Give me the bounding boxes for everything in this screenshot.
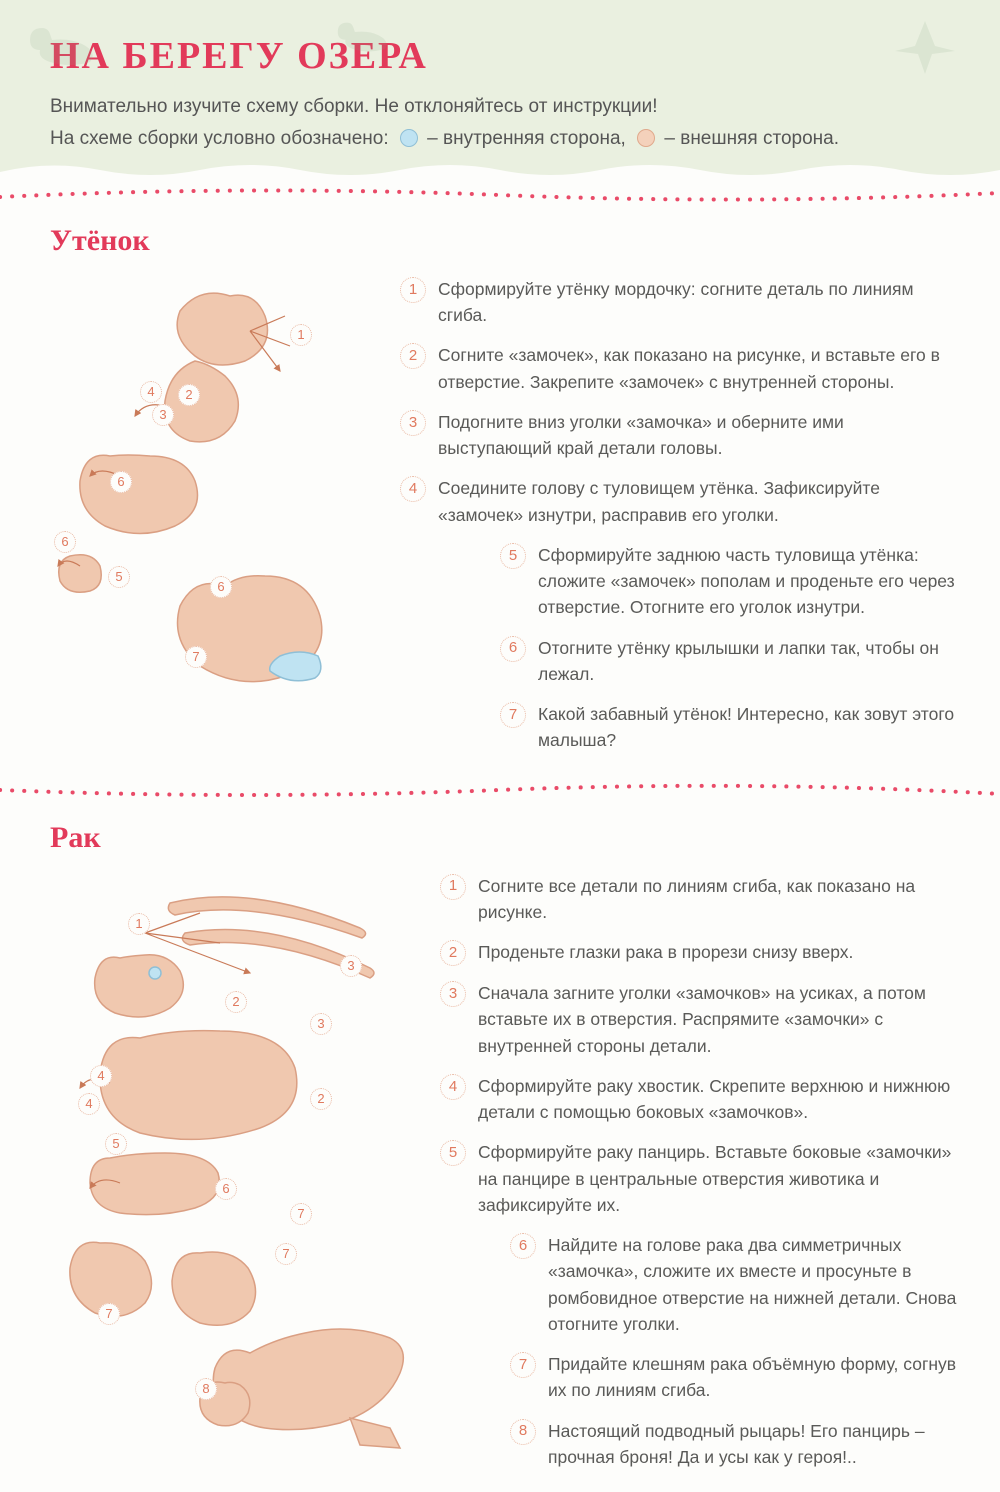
step-text: Проденьте глазки рака в прорези снизу вв… xyxy=(478,939,960,965)
step-num: 1 xyxy=(440,874,466,900)
step-num: 8 xyxy=(510,1419,536,1445)
legend-inner-label: – внутренняя сторона, xyxy=(427,128,626,149)
step-num: 3 xyxy=(440,981,466,1007)
step-text: Сформируйте утёнку мордочку: согните дет… xyxy=(438,276,960,329)
step-text: Согните «замочек», как показано на рисун… xyxy=(438,342,960,395)
step: 3 Подогните вниз уголки «замочка» и оберн… xyxy=(400,409,960,462)
step: 5 Сформируйте раку панцирь. Вставьте боко… xyxy=(440,1139,960,1218)
legend-line: На схеме сборки условно обозначено: – вн… xyxy=(50,124,950,154)
step: 1 Сформируйте утёнку мордочку: согните де… xyxy=(400,276,960,329)
callout-2a: 2 xyxy=(225,991,247,1013)
step-text: Найдите на голове рака два симметричных … xyxy=(548,1232,960,1337)
decor-silhouette xyxy=(20,10,110,70)
callout-7: 7 xyxy=(185,646,207,668)
illustration-crayfish: 1 2 2 3 3 4 4 5 6 7 7 7 8 xyxy=(50,873,430,1473)
callout-3a: 3 xyxy=(340,955,362,977)
callout-3b: 3 xyxy=(310,1013,332,1035)
decor-silhouette xyxy=(890,16,960,76)
step: 4 Сформируйте раку хвостик. Скрепите верх… xyxy=(440,1073,960,1126)
step-num: 6 xyxy=(510,1233,536,1259)
header-wave-edge xyxy=(0,160,1000,180)
step-num: 4 xyxy=(440,1074,466,1100)
callout-7b: 7 xyxy=(98,1303,120,1325)
callout-6: 6 xyxy=(215,1178,237,1200)
step-num: 2 xyxy=(440,940,466,966)
illustration-duckling: 1 2 3 4 5 6 6 6 7 xyxy=(50,276,390,706)
step: 6 Найдите на голове рака два симметричных… xyxy=(510,1232,960,1337)
step-num: 4 xyxy=(400,476,426,502)
callout-5: 5 xyxy=(105,1133,127,1155)
step: 8 Настоящий подводный рыцарь! Его панцирь… xyxy=(510,1418,960,1471)
step-text: Сформируйте раку панцирь. Вставьте боков… xyxy=(478,1139,960,1218)
step-text: Настоящий подводный рыцарь! Его панцирь … xyxy=(548,1418,960,1471)
callout-1: 1 xyxy=(290,324,312,346)
step-num: 1 xyxy=(400,277,426,303)
callout-1: 1 xyxy=(128,913,150,935)
step-text: Сформируйте раку хвостик. Скрепите верхн… xyxy=(478,1073,960,1126)
step: 3 Сначала загните уголки «замочков» на ус… xyxy=(440,980,960,1059)
step-num: 7 xyxy=(510,1352,536,1378)
legend-swatch-inner xyxy=(400,129,418,147)
step-text: Какой забавный утёнок! Интересно, как зо… xyxy=(538,701,960,754)
page-title: НА БЕРЕГУ ОЗЕРА xyxy=(50,34,950,78)
section-crayfish: Рак xyxy=(0,821,1000,1492)
crayfish-diagram-svg xyxy=(50,873,430,1473)
callout-8: 8 xyxy=(195,1378,217,1400)
step-text: Сформируйте заднюю часть туловища утёнка… xyxy=(538,542,960,621)
step: 6 Отогните утёнку крылышки и лапки так, ч… xyxy=(500,635,960,688)
step: 5 Сформируйте заднюю часть туловища утёнк… xyxy=(500,542,960,621)
step-text: Отогните утёнку крылышки и лапки так, чт… xyxy=(538,635,960,688)
duckling-diagram-svg xyxy=(50,276,390,706)
legend-outer-label: – внешняя сторона. xyxy=(664,128,839,149)
step: 7 Придайте клешням рака объёмную форму, с… xyxy=(510,1351,960,1404)
callout-2: 2 xyxy=(178,384,200,406)
step-text: Подогните вниз уголки «замочка» и оберни… xyxy=(438,409,960,462)
dotted-separator xyxy=(0,183,1000,205)
callout-7c: 7 xyxy=(275,1243,297,1265)
legend-swatch-outer xyxy=(637,129,655,147)
header-band: НА БЕРЕГУ ОЗЕРА Внимательно изучите схем… xyxy=(0,0,1000,179)
step-num: 3 xyxy=(400,410,426,436)
step-num: 6 xyxy=(500,636,526,662)
callout-4: 4 xyxy=(140,381,162,403)
step: 2 Проденьте глазки рака в прорези снизу в… xyxy=(440,939,960,966)
legend-prefix: На схеме сборки условно обозначено: xyxy=(50,128,389,149)
intro-text: Внимательно изучите схему сборки. Не отк… xyxy=(50,92,950,122)
callout-4a: 4 xyxy=(90,1065,112,1087)
step-text: Согните все детали по линиям сгиба, как … xyxy=(478,873,960,926)
callout-3: 3 xyxy=(152,404,174,426)
step-text: Сначала загните уголки «замочков» на уси… xyxy=(478,980,960,1059)
callout-6c: 6 xyxy=(210,576,232,598)
step: 1 Согните все детали по линиям сгиба, как… xyxy=(440,873,960,926)
decor-silhouette xyxy=(330,8,400,56)
callout-2b: 2 xyxy=(310,1088,332,1110)
callout-7a: 7 xyxy=(290,1203,312,1225)
section-title-crayfish: Рак xyxy=(50,821,1000,855)
section-duckling: Утёнок 1 xyxy=(0,224,1000,776)
step-num: 7 xyxy=(500,702,526,728)
step: 7 Какой забавный утёнок! Интересно, как з… xyxy=(500,701,960,754)
callout-4b: 4 xyxy=(78,1093,100,1115)
step-text: Соедините голову с туловищем утёнка. Заф… xyxy=(438,475,960,528)
step-text: Придайте клешням рака объёмную форму, со… xyxy=(548,1351,960,1404)
section-title-duckling: Утёнок xyxy=(50,224,1000,258)
step: 2 Согните «замочек», как показано на рису… xyxy=(400,342,960,395)
step-num: 5 xyxy=(440,1140,466,1166)
callout-5: 5 xyxy=(108,566,130,588)
callout-6b: 6 xyxy=(54,531,76,553)
step-num: 5 xyxy=(500,543,526,569)
dotted-separator xyxy=(0,780,1000,802)
steps-duckling: 1 Сформируйте утёнку мордочку: согните де… xyxy=(390,276,960,768)
callout-6a: 6 xyxy=(110,471,132,493)
steps-crayfish: 1 Согните все детали по линиям сгиба, как… xyxy=(430,873,960,1485)
step: 4 Соедините голову с туловищем утёнка. За… xyxy=(400,475,960,528)
step-num: 2 xyxy=(400,343,426,369)
